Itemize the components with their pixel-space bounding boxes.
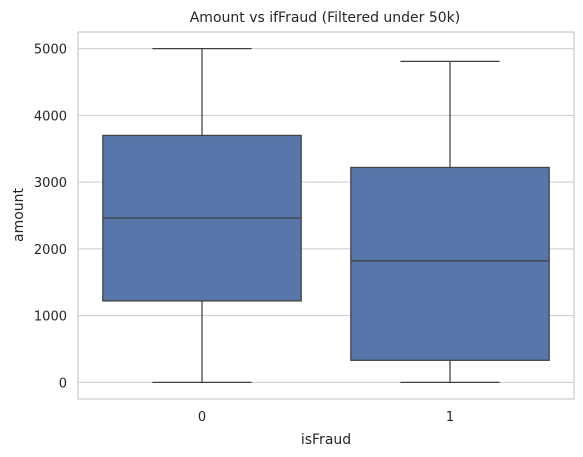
y-tick-label-4000: 4000 [34,109,67,124]
y-tick-label-3000: 3000 [34,176,67,191]
y-tick-label-2000: 2000 [34,243,67,258]
y-tick-labels: 0 1000 2000 3000 4000 5000 [34,43,67,392]
y-tick-label-1000: 1000 [34,310,67,325]
x-axis-label: isFraud [301,432,351,448]
iqr-box-1 [350,166,550,361]
box-group-1 [350,60,550,383]
y-axis-label: amount [11,187,27,242]
box-group-0 [102,48,302,383]
y-tick-label-0: 0 [59,376,67,391]
boxes [102,48,550,383]
chart-title: Amount vs ifFraud (Filtered under 50k) [190,10,461,26]
x-tick-label-1: 1 [446,410,454,425]
plot-frame [77,31,575,400]
y-tick-label-5000: 5000 [34,43,67,58]
x-tick-label-0: 0 [198,410,206,425]
